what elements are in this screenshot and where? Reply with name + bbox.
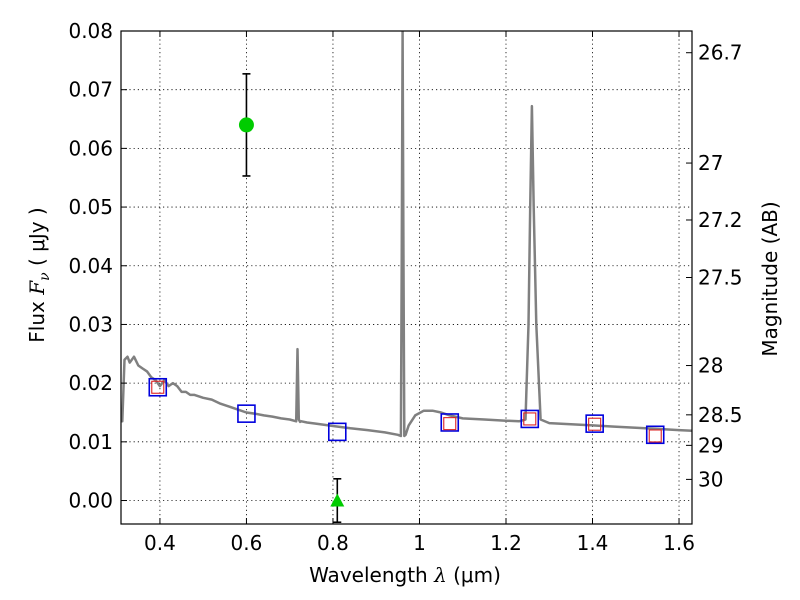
y-tick-label: 0.00 — [68, 489, 113, 513]
x-tick-label: 1 — [413, 531, 426, 555]
spectrum-line — [121, 31, 692, 438]
photometry-small-point — [443, 417, 457, 431]
model-photometry-point — [440, 413, 460, 432]
photometry-small-point — [151, 380, 165, 394]
photometry-small-point — [588, 417, 602, 431]
tick-labels: 0.4 0.6 0.8 1 1.2 1.4 1.6 0.00 0.01 0.02 0.03 0.04 0… — [68, 19, 742, 555]
y-tick-label: 0.02 — [68, 371, 113, 395]
y-axis-title: Flux Fν ( μJy ) — [25, 207, 53, 342]
detection-point — [238, 117, 254, 133]
x-tick-label: 0.6 — [231, 531, 263, 555]
y2-tick-label: 28.5 — [698, 403, 743, 427]
y2-tick-label: 28 — [698, 354, 723, 378]
plot-frame — [120, 30, 693, 525]
upper-limit-point — [330, 493, 345, 507]
photometry-small-point — [523, 412, 537, 426]
x-tick-label: 1.4 — [577, 531, 609, 555]
model-photometry-point — [237, 404, 256, 423]
y2-tick-label: 26.7 — [698, 41, 743, 65]
y-tick-label: 0.08 — [68, 19, 113, 43]
model-photometry-point — [520, 409, 540, 429]
y-tick-label: 0.04 — [68, 254, 113, 278]
y2-tick-label: 29 — [698, 433, 723, 457]
y-tick-label: 0.06 — [68, 136, 113, 160]
y2-tick-label: 27 — [698, 151, 723, 175]
model-photometry-point — [585, 414, 604, 433]
x-tick-label: 0.4 — [144, 531, 176, 555]
plot-area — [121, 31, 692, 524]
grid-lines — [121, 30, 692, 524]
y2-tick-label: 27.2 — [698, 208, 743, 232]
y-tick-label: 0.03 — [68, 312, 113, 336]
y2-tick-label: 27.5 — [698, 266, 743, 290]
model-photometry-point — [645, 425, 665, 445]
y-tick-label: 0.07 — [68, 78, 113, 102]
tick-marks — [121, 30, 692, 524]
plot-series — [121, 31, 692, 524]
model-photometry-point — [327, 422, 347, 442]
y-tick-label: 0.01 — [68, 430, 113, 454]
x-tick-label: 0.8 — [317, 531, 349, 555]
y-tick-label: 0.05 — [68, 195, 113, 219]
photometry-small-point — [648, 429, 662, 443]
x-axis-title: Wavelength λ (μm) — [309, 563, 501, 587]
y2-tick-label: 30 — [698, 467, 723, 491]
x-tick-label: 1.6 — [663, 531, 695, 555]
y2-axis-title: Magnitude (AB) — [758, 201, 782, 356]
model-photometry-point — [148, 377, 168, 397]
x-tick-label: 1.2 — [490, 531, 522, 555]
